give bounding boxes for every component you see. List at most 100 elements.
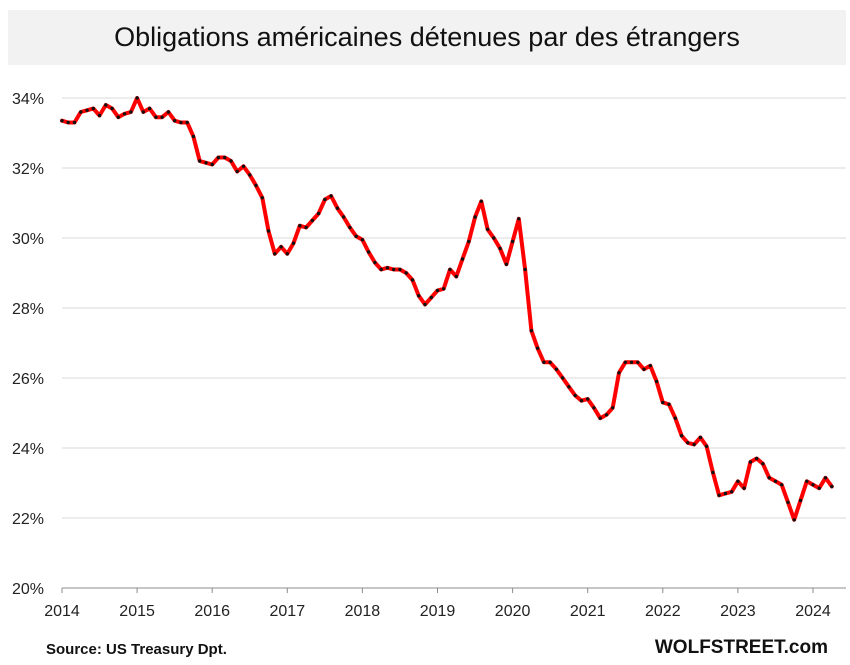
data-point bbox=[60, 119, 64, 123]
data-point bbox=[654, 379, 659, 384]
data-point bbox=[166, 110, 171, 114]
data-point bbox=[573, 393, 577, 398]
data-point bbox=[141, 110, 145, 114]
data-point bbox=[373, 260, 377, 265]
data-point bbox=[604, 413, 609, 417]
series-line bbox=[60, 96, 834, 522]
data-point bbox=[823, 476, 828, 480]
data-point bbox=[723, 491, 728, 496]
data-point bbox=[248, 173, 252, 177]
data-point bbox=[135, 96, 139, 100]
data-point bbox=[811, 483, 815, 487]
data-point bbox=[498, 246, 502, 251]
data-point bbox=[79, 110, 83, 114]
data-point bbox=[479, 199, 483, 203]
data-point bbox=[755, 456, 759, 461]
data-point bbox=[623, 360, 627, 364]
data-point bbox=[629, 360, 634, 364]
data-point bbox=[304, 225, 308, 230]
data-point bbox=[467, 239, 471, 244]
data-point bbox=[460, 257, 465, 261]
data-point bbox=[285, 252, 289, 256]
data-point bbox=[385, 266, 390, 270]
data-point bbox=[748, 460, 753, 464]
data-point bbox=[642, 367, 646, 371]
data-point bbox=[611, 406, 615, 410]
data-point bbox=[91, 106, 96, 111]
data-point bbox=[554, 367, 559, 371]
data-point bbox=[260, 196, 264, 200]
data-point bbox=[404, 271, 408, 275]
data-point bbox=[673, 416, 677, 420]
data-point bbox=[485, 227, 490, 231]
data-point bbox=[273, 252, 277, 256]
x-tick-label: 2017 bbox=[270, 603, 306, 620]
data-point bbox=[210, 162, 214, 167]
data-point bbox=[617, 371, 621, 375]
data-point bbox=[792, 518, 796, 522]
data-point bbox=[198, 159, 202, 163]
data-point bbox=[110, 106, 114, 111]
x-tick-label: 2021 bbox=[570, 603, 606, 620]
data-point bbox=[442, 287, 446, 291]
data-point bbox=[423, 302, 427, 307]
data-point bbox=[429, 295, 433, 300]
data-point bbox=[122, 112, 127, 116]
x-tick-label: 2023 bbox=[720, 603, 756, 620]
data-point bbox=[279, 245, 283, 249]
data-point bbox=[686, 441, 690, 445]
data-point bbox=[592, 406, 596, 410]
x-tick-label: 2015 bbox=[119, 603, 155, 620]
data-point bbox=[492, 236, 496, 240]
data-point bbox=[717, 493, 721, 497]
data-point bbox=[204, 161, 208, 165]
data-point bbox=[805, 479, 809, 483]
data-point bbox=[104, 103, 108, 107]
data-point bbox=[636, 360, 640, 364]
data-point bbox=[579, 399, 584, 403]
data-point bbox=[235, 169, 239, 174]
data-point bbox=[85, 108, 89, 113]
data-point bbox=[586, 397, 590, 401]
data-point bbox=[679, 434, 684, 438]
data-point bbox=[229, 159, 233, 163]
data-point bbox=[116, 115, 121, 119]
data-point bbox=[542, 360, 546, 364]
x-tick-label: 2019 bbox=[420, 603, 456, 620]
data-point bbox=[66, 120, 70, 125]
data-point bbox=[517, 217, 521, 221]
data-point bbox=[160, 115, 164, 119]
data-point bbox=[298, 224, 302, 228]
y-tick-label: 34% bbox=[12, 91, 44, 108]
data-point bbox=[742, 486, 746, 490]
data-point bbox=[504, 262, 509, 266]
x-tick-label: 2024 bbox=[795, 603, 831, 620]
chart-title-bar: Obligations américaines détenues par des… bbox=[8, 10, 846, 65]
data-point bbox=[379, 267, 383, 272]
data-point bbox=[323, 197, 327, 202]
x-tick-label: 2020 bbox=[495, 603, 531, 620]
data-point bbox=[97, 113, 102, 118]
y-tick-label: 20% bbox=[12, 581, 44, 598]
data-point bbox=[329, 194, 333, 198]
data-point bbox=[523, 267, 527, 272]
data-point bbox=[786, 500, 790, 504]
data-point bbox=[254, 183, 258, 188]
data-point bbox=[335, 206, 340, 210]
data-point bbox=[817, 486, 821, 490]
data-point bbox=[173, 119, 177, 123]
data-point bbox=[185, 120, 189, 125]
data-point bbox=[310, 218, 314, 223]
data-point bbox=[316, 211, 321, 216]
data-point bbox=[179, 120, 183, 125]
data-point bbox=[392, 267, 396, 272]
data-point bbox=[830, 484, 834, 489]
y-tick-label: 26% bbox=[12, 371, 44, 388]
x-tick-label: 2014 bbox=[44, 603, 80, 620]
data-point bbox=[360, 238, 365, 242]
data-point bbox=[711, 470, 715, 475]
data-point bbox=[398, 267, 402, 272]
data-point bbox=[773, 479, 778, 483]
source-note: Source: US Treasury Dpt. bbox=[46, 641, 227, 658]
